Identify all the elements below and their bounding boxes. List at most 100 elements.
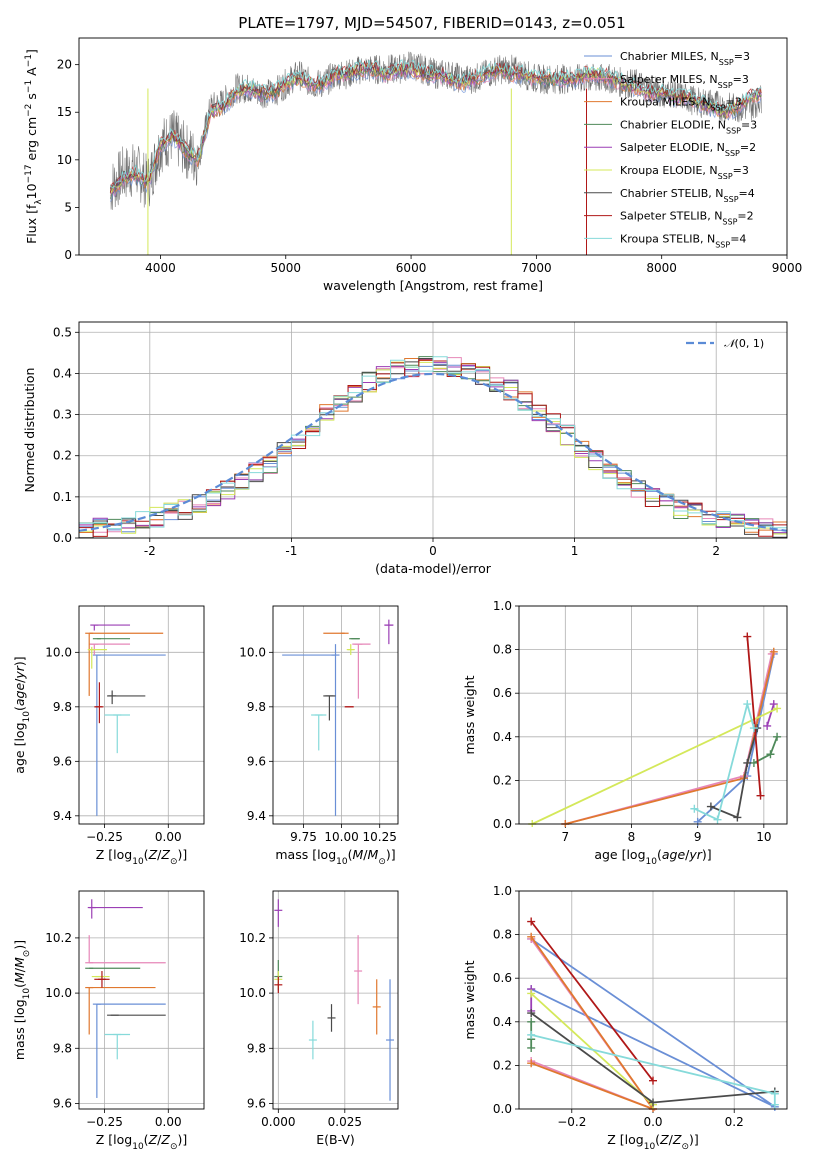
weight-marker-chab_stelib [649, 1098, 657, 1107]
y-tick-label: 9.6 [247, 754, 266, 768]
x-tick-label: 7000 [521, 261, 552, 275]
y-tick-label: 10.0 [45, 986, 72, 1000]
axes-mass_age: 9.75 10.00 10.25 9.4 9.6 9.8 10.0 mass [log10(M… [239, 605, 399, 867]
x-tick-label: 9.75 [290, 830, 317, 844]
histogram-krou_stelib [79, 356, 787, 538]
weight-line-salp_stelib [530, 920, 654, 1082]
y-tick-label: 15 [57, 105, 72, 119]
axes-frame [78, 37, 788, 256]
y-tick-label: 20 [57, 58, 72, 72]
weight-marker-salp_stelib [743, 632, 752, 641]
x-tick-label: 9000 [772, 261, 803, 275]
weight-line-krou_miles [565, 651, 775, 825]
x-tick-label: 9 [694, 830, 702, 844]
y-axis-label: Normed distribution [22, 368, 37, 493]
x-tick-label: 1 [571, 544, 579, 558]
weight-marker-krou_stelib [690, 804, 699, 813]
weight-marker-chab_stelib [743, 758, 752, 767]
legend-label-salp_stelib: Salpeter STELIB, NSSP=2 [620, 210, 754, 227]
weight-marker-salp_elodie [769, 700, 778, 709]
axes-frame [518, 890, 788, 1110]
errorbars [85, 624, 166, 816]
y-tick-label: 5 [64, 200, 72, 214]
x-axis-label: (data-model)/error [375, 561, 492, 576]
x-tick-label: -1 [285, 544, 297, 558]
y-tick-label: 9.8 [247, 1041, 266, 1055]
x-tick-label: 0.025 [328, 1115, 362, 1129]
y-tick-label: 0.3 [53, 408, 72, 422]
errorbars [85, 899, 166, 1098]
weight-marker-krou_stelib [749, 724, 758, 733]
weight-line-krou_miles [530, 936, 656, 1111]
weight-marker-chab_elodie [773, 732, 782, 741]
y-tick-label: 0.0 [493, 1102, 512, 1116]
y-tick-label: 10.2 [239, 931, 266, 945]
x-tick-label: −0.25 [86, 1115, 123, 1129]
y-tick-label: 0.6 [493, 971, 512, 985]
weight-lines [528, 632, 782, 827]
y-tick-label: 9.8 [247, 700, 266, 714]
x-axis-label: Z [log10(Z/Z⊙)] [96, 847, 188, 867]
x-axis-label: E(B-V) [316, 1132, 355, 1147]
weight-marker-chab_stelib [733, 813, 742, 822]
weight-marker-krou_stelib [770, 1089, 779, 1098]
x-tick-label: 0.00 [155, 830, 182, 844]
y-tick-label: 0.8 [493, 643, 512, 657]
y-axis-label: mass weight [462, 960, 477, 1039]
figure-title: PLATE=1797, MJD=54507, FIBERID=0143, z=0… [238, 14, 625, 32]
x-axis-label: wavelength [Angstrom, rest frame] [323, 278, 543, 293]
weight-line-chab_stelib [710, 727, 759, 819]
weight-lines [527, 917, 779, 1112]
weight-marker-krou_stelib [743, 700, 752, 709]
axes-frame [78, 605, 205, 825]
y-tick-label: 10.0 [239, 645, 266, 659]
y-tick-label: 0.0 [493, 817, 512, 831]
legend-label-chab_elodie: Chabrier ELODIE, NSSP=3 [620, 118, 757, 135]
y-tick-label: 9.6 [53, 754, 72, 768]
axes-frame [78, 321, 788, 539]
weight-marker-chab_elodie [527, 1043, 536, 1052]
weight-marker-krou_stelib [713, 815, 722, 824]
legend-label-krou_elodie: Kroupa ELODIE, NSSP=3 [620, 164, 749, 181]
weight-marker-krou_elodie [773, 704, 782, 713]
axes-z_mass: −0.25 0.00 9.6 9.8 10.0 10.2 Z [log10(Z/Z⊙)] ma… [12, 890, 205, 1152]
x-tick-label: 0 [429, 544, 437, 558]
x-tick-label: 10.25 [363, 830, 397, 844]
weight-marker-krou_stelib [527, 1030, 536, 1039]
legend-label-krou_stelib: Kroupa STELIB, NSSP=4 [620, 232, 746, 249]
axes-spectrum: 4000 5000 6000 7000 8000 9000 0 5 10 15 20 waveleng… [24, 37, 803, 293]
x-tick-label: 7 [562, 830, 570, 844]
axes-frame [78, 890, 205, 1110]
weight-marker-salp_stelib [649, 1076, 657, 1085]
axes-age_weight: 7 8 9 10 0.0 0.2 0.4 0.6 0.8 1.0 age [log10(age/yr… [462, 599, 788, 867]
axes-ebv_mass: 0.000 0.025 9.6 9.8 10.0 10.2 E(B-V) [239, 890, 399, 1147]
y-tick-label: 0.2 [53, 449, 72, 463]
axes-z_weight: −0.2 0.0 0.2 0.0 0.2 0.4 0.6 0.8 1.0 Z [log10(Z/Z… [462, 884, 788, 1152]
legend-label-krou_miles: Kroupa MILES, NSSP=3 [620, 96, 742, 113]
x-axis-label: age [log10(age/yr)] [594, 847, 711, 867]
y-tick-label: 9.6 [247, 1096, 266, 1110]
y-tick-label: 9.4 [53, 809, 72, 823]
errorbars [282, 619, 394, 816]
axes-frame [518, 605, 788, 825]
y-tick-label: 10.0 [239, 986, 266, 1000]
weight-marker-chab_elodie [527, 1017, 536, 1026]
weight-line-krou_stelib [694, 700, 755, 821]
errorbars [274, 899, 395, 1101]
x-tick-label: 5000 [270, 261, 301, 275]
x-tick-label: 0.0 [643, 1115, 662, 1129]
axes-frame [272, 605, 399, 825]
weight-marker-krou_miles [769, 647, 778, 656]
y-tick-label: 0.4 [53, 366, 72, 380]
weight-marker-salp_stelib [527, 917, 536, 926]
axes-frame [272, 890, 399, 1110]
weight-marker-salp_elodie [763, 721, 772, 730]
x-tick-label: 8000 [646, 261, 677, 275]
y-axis-label: mass weight [462, 675, 477, 754]
spectrum-legend: Chabrier MILES, NSSP=3 Salpeter MILES, NS… [584, 50, 757, 249]
weight-marker-krou_miles [527, 1059, 536, 1068]
weight-marker-krou_elodie [527, 989, 536, 998]
x-tick-label: 4000 [145, 261, 176, 275]
y-tick-label: 10.0 [45, 645, 72, 659]
